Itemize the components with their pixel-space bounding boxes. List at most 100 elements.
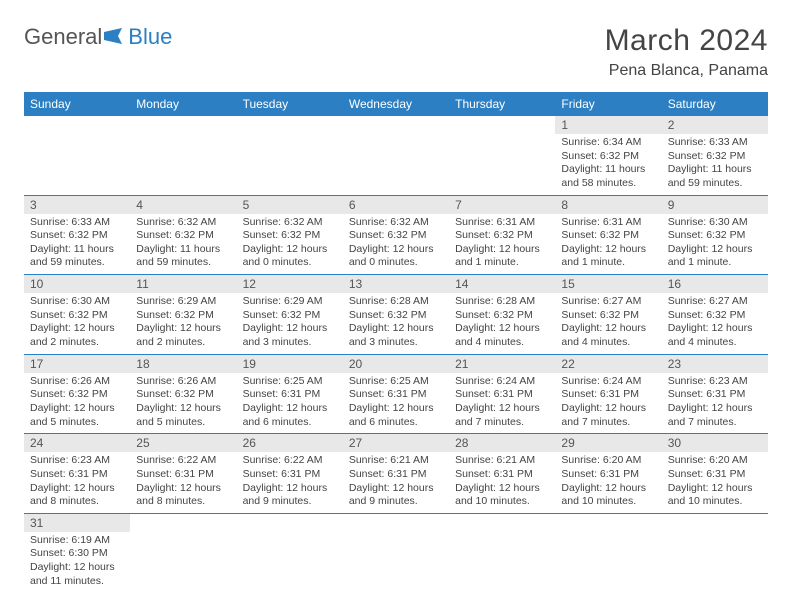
weekday-header: Monday [130,92,236,116]
daylight-line: Daylight: 11 hours and 59 minutes. [668,163,762,190]
daylight-line: Daylight: 12 hours and 1 minute. [561,243,655,270]
calendar-cell [449,116,555,195]
day-details: Sunrise: 6:30 AMSunset: 6:32 PMDaylight:… [24,293,130,354]
day-number: 21 [449,355,555,373]
daylight-line: Daylight: 12 hours and 6 minutes. [349,402,443,429]
calendar-cell: 18Sunrise: 6:26 AMSunset: 6:32 PMDayligh… [130,354,236,434]
calendar-cell: 29Sunrise: 6:20 AMSunset: 6:31 PMDayligh… [555,434,661,514]
sunrise-line: Sunrise: 6:27 AM [561,295,655,309]
day-number: 24 [24,434,130,452]
calendar-cell: 8 Sunrise: 6:31 AMSunset: 6:32 PMDaylight… [555,195,661,275]
daylight-line: Daylight: 12 hours and 2 minutes. [30,322,124,349]
sunset-line: Sunset: 6:32 PM [455,229,549,243]
day-details: Sunrise: 6:23 AMSunset: 6:31 PMDaylight:… [662,373,768,434]
weekday-header: Friday [555,92,661,116]
sunset-line: Sunset: 6:32 PM [136,388,230,402]
weekday-header: Thursday [449,92,555,116]
daylight-line: Daylight: 12 hours and 8 minutes. [30,482,124,509]
day-details: Sunrise: 6:22 AMSunset: 6:31 PMDaylight:… [237,452,343,513]
sunrise-line: Sunrise: 6:32 AM [136,216,230,230]
daylight-line: Daylight: 12 hours and 4 minutes. [561,322,655,349]
daylight-line: Daylight: 12 hours and 10 minutes. [668,482,762,509]
day-number: 11 [130,275,236,293]
day-details: Sunrise: 6:33 AMSunset: 6:32 PMDaylight:… [24,214,130,275]
calendar-week-row: 3Sunrise: 6:33 AMSunset: 6:32 PMDaylight… [24,195,768,275]
calendar-week-row: 31Sunrise: 6:19 AMSunset: 6:30 PMDayligh… [24,513,768,592]
day-number: 16 [662,275,768,293]
calendar-cell [130,513,236,592]
day-number: 15 [555,275,661,293]
header-bar: General Blue March 2024 Pena Blanca, Pan… [24,24,768,80]
sunrise-line: Sunrise: 6:23 AM [30,454,124,468]
day-details: Sunrise: 6:30 AMSunset: 6:32 PMDaylight:… [662,214,768,275]
calendar-cell: 22Sunrise: 6:24 AMSunset: 6:31 PMDayligh… [555,354,661,434]
day-details: Sunrise: 6:29 AMSunset: 6:32 PMDaylight:… [237,293,343,354]
calendar-table: SundayMondayTuesdayWednesdayThursdayFrid… [24,92,768,592]
sunset-line: Sunset: 6:32 PM [30,229,124,243]
calendar-cell: 26Sunrise: 6:22 AMSunset: 6:31 PMDayligh… [237,434,343,514]
daylight-line: Daylight: 12 hours and 7 minutes. [455,402,549,429]
calendar-cell [343,513,449,592]
daylight-line: Daylight: 11 hours and 59 minutes. [136,243,230,270]
sunrise-line: Sunrise: 6:25 AM [349,375,443,389]
sunrise-line: Sunrise: 6:30 AM [30,295,124,309]
day-number: 13 [343,275,449,293]
sunrise-line: Sunrise: 6:33 AM [668,136,762,150]
daylight-line: Daylight: 12 hours and 5 minutes. [136,402,230,429]
day-number: 19 [237,355,343,373]
day-number: 30 [662,434,768,452]
sunrise-line: Sunrise: 6:29 AM [243,295,337,309]
daylight-line: Daylight: 12 hours and 9 minutes. [349,482,443,509]
sunrise-line: Sunrise: 6:24 AM [455,375,549,389]
sunrise-line: Sunrise: 6:32 AM [243,216,337,230]
daylight-line: Daylight: 12 hours and 1 minute. [668,243,762,270]
daylight-line: Daylight: 12 hours and 7 minutes. [668,402,762,429]
sunrise-line: Sunrise: 6:34 AM [561,136,655,150]
calendar-week-row: 1Sunrise: 6:34 AMSunset: 6:32 PMDaylight… [24,116,768,195]
sunrise-line: Sunrise: 6:22 AM [243,454,337,468]
calendar-cell: 1Sunrise: 6:34 AMSunset: 6:32 PMDaylight… [555,116,661,195]
calendar-cell: 14Sunrise: 6:28 AMSunset: 6:32 PMDayligh… [449,275,555,355]
calendar-cell: 31Sunrise: 6:19 AMSunset: 6:30 PMDayligh… [24,513,130,592]
calendar-cell: 15Sunrise: 6:27 AMSunset: 6:32 PMDayligh… [555,275,661,355]
sunset-line: Sunset: 6:32 PM [561,229,655,243]
sunset-line: Sunset: 6:32 PM [668,150,762,164]
day-details: Sunrise: 6:28 AMSunset: 6:32 PMDaylight:… [343,293,449,354]
day-details: Sunrise: 6:24 AMSunset: 6:31 PMDaylight:… [449,373,555,434]
sunrise-line: Sunrise: 6:21 AM [349,454,443,468]
calendar-cell [130,116,236,195]
day-number: 8 [555,196,661,214]
daylight-line: Daylight: 12 hours and 10 minutes. [455,482,549,509]
flag-icon [104,28,126,47]
calendar-cell: 10Sunrise: 6:30 AMSunset: 6:32 PMDayligh… [24,275,130,355]
day-number: 7 [449,196,555,214]
sunset-line: Sunset: 6:32 PM [561,150,655,164]
day-number: 26 [237,434,343,452]
weekday-header: Tuesday [237,92,343,116]
day-details: Sunrise: 6:27 AMSunset: 6:32 PMDaylight:… [662,293,768,354]
calendar-cell: 16Sunrise: 6:27 AMSunset: 6:32 PMDayligh… [662,275,768,355]
calendar-cell: 11Sunrise: 6:29 AMSunset: 6:32 PMDayligh… [130,275,236,355]
calendar-cell: 28Sunrise: 6:21 AMSunset: 6:31 PMDayligh… [449,434,555,514]
day-details: Sunrise: 6:32 AMSunset: 6:32 PMDaylight:… [237,214,343,275]
daylight-line: Daylight: 12 hours and 2 minutes. [136,322,230,349]
calendar-cell: 6Sunrise: 6:32 AMSunset: 6:32 PMDaylight… [343,195,449,275]
calendar-cell [449,513,555,592]
sunrise-line: Sunrise: 6:29 AM [136,295,230,309]
sunrise-line: Sunrise: 6:31 AM [561,216,655,230]
day-number: 2 [662,116,768,134]
sunset-line: Sunset: 6:32 PM [349,309,443,323]
day-details: Sunrise: 6:26 AMSunset: 6:32 PMDaylight:… [24,373,130,434]
daylight-line: Daylight: 12 hours and 0 minutes. [243,243,337,270]
day-number: 20 [343,355,449,373]
daylight-line: Daylight: 12 hours and 4 minutes. [455,322,549,349]
calendar-cell: 25Sunrise: 6:22 AMSunset: 6:31 PMDayligh… [130,434,236,514]
sunset-line: Sunset: 6:31 PM [243,468,337,482]
day-details: Sunrise: 6:34 AMSunset: 6:32 PMDaylight:… [555,134,661,195]
sunrise-line: Sunrise: 6:28 AM [455,295,549,309]
day-number: 18 [130,355,236,373]
day-details: Sunrise: 6:20 AMSunset: 6:31 PMDaylight:… [662,452,768,513]
sunrise-line: Sunrise: 6:32 AM [349,216,443,230]
sunrise-line: Sunrise: 6:26 AM [30,375,124,389]
day-details: Sunrise: 6:26 AMSunset: 6:32 PMDaylight:… [130,373,236,434]
